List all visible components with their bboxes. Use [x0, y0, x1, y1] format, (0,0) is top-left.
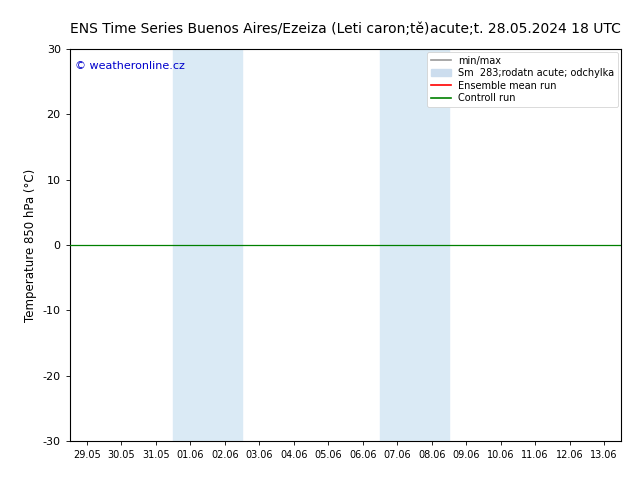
Bar — [173, 49, 242, 441]
Y-axis label: Temperature 850 hPa (°C): Temperature 850 hPa (°C) — [24, 169, 37, 321]
Text: © weatheronline.cz: © weatheronline.cz — [75, 61, 185, 71]
Text: ENS Time Series Buenos Aires/Ezeiza (Leti caron;tě): ENS Time Series Buenos Aires/Ezeiza (Let… — [70, 22, 429, 36]
Legend: min/max, Sm  283;rodatn acute; odchylka, Ensemble mean run, Controll run: min/max, Sm 283;rodatn acute; odchylka, … — [427, 52, 618, 107]
Bar — [380, 49, 449, 441]
Text: acute;t. 28.05.2024 18 UTC: acute;t. 28.05.2024 18 UTC — [430, 22, 621, 36]
